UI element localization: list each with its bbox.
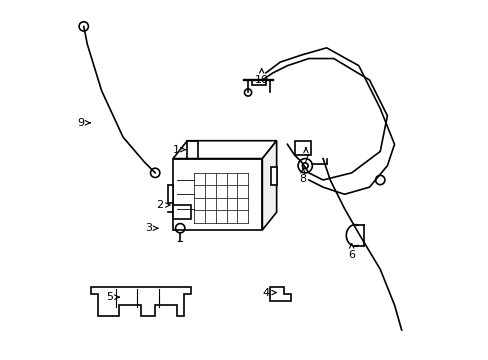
Bar <box>271 167 276 185</box>
Bar <box>251 80 265 85</box>
Text: 1: 1 <box>173 145 185 155</box>
Bar <box>294 141 310 155</box>
Text: 7: 7 <box>302 148 309 163</box>
Text: 2: 2 <box>156 200 170 210</box>
Polygon shape <box>173 141 276 158</box>
Text: 10: 10 <box>254 69 268 85</box>
Polygon shape <box>262 141 276 230</box>
Bar <box>167 185 173 203</box>
Text: 5: 5 <box>106 292 119 302</box>
Polygon shape <box>91 287 190 316</box>
Bar <box>173 158 262 230</box>
Bar <box>173 205 190 219</box>
Text: 4: 4 <box>262 288 276 297</box>
Text: 6: 6 <box>347 244 354 260</box>
Text: 3: 3 <box>145 223 158 233</box>
Polygon shape <box>269 287 290 301</box>
Text: 9: 9 <box>77 118 90 128</box>
Text: 8: 8 <box>299 168 306 184</box>
